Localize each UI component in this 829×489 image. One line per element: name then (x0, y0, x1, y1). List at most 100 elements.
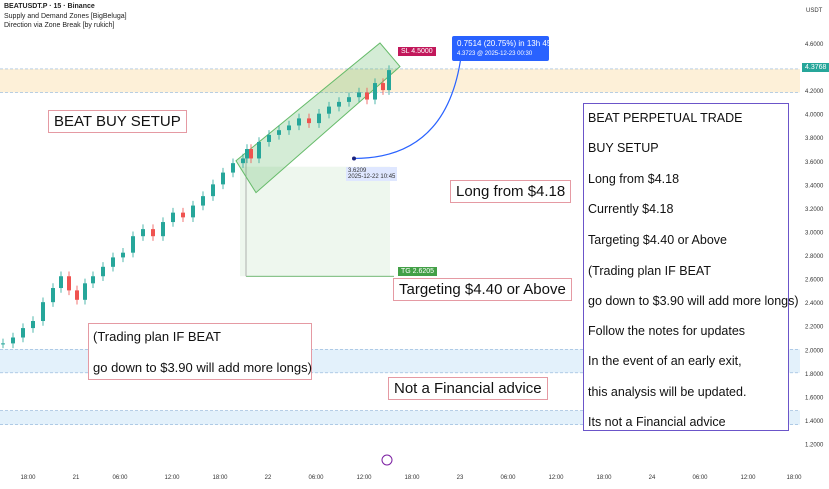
measure-tooltip: 0.7514 (20.75%) in 13h 45m 4.3723 @ 2025… (452, 36, 558, 61)
candle-body (211, 184, 215, 197)
candle-body (347, 97, 351, 102)
current-price-tag: 4.3768 (802, 63, 829, 72)
lightning-icon (381, 454, 393, 466)
candle-body (131, 236, 135, 253)
x-tick-label: 21 (73, 475, 80, 481)
candle-body (249, 149, 253, 159)
x-tick-label: 06:00 (692, 475, 708, 481)
y-tick-label: 4.2000 (805, 89, 824, 95)
trading-plan-line-2: go down to $3.90 will add more longs) (93, 360, 312, 375)
candle-body (381, 83, 385, 91)
candle-body (337, 101, 341, 107)
candle-body (1, 343, 5, 345)
candle-body (191, 205, 195, 218)
note-line-4: Currently $4.18 (588, 202, 674, 216)
candle-body (11, 337, 15, 344)
candle-body (365, 92, 369, 100)
candle-body (141, 229, 145, 237)
candle-body (357, 92, 361, 98)
measure-time: 4.3723 @ 2025-12-23 00:30 (457, 51, 533, 57)
candle-body (241, 158, 245, 164)
note-line-10: this analysis will be updated. (588, 385, 747, 399)
supply-zone (0, 68, 800, 93)
candle-body (267, 134, 271, 142)
candle-body (171, 212, 175, 223)
x-tick-label: 06:00 (112, 475, 128, 481)
stop-loss-tag: SL 4.5000 (398, 47, 436, 56)
not-financial-advice-label[interactable]: Not a Financial advice (388, 377, 548, 400)
candle-body (387, 70, 391, 91)
y-tick-label: 2.4000 (805, 301, 824, 307)
candle-body (161, 222, 165, 237)
candle-body (21, 328, 25, 338)
candle-body (245, 149, 249, 159)
x-tick-label: 18:00 (404, 475, 420, 481)
y-tick-label: 1.6000 (805, 395, 824, 401)
symbol-title[interactable]: BEATUSDT.P · 15 · Binance (4, 3, 95, 10)
y-tick-label: 3.8000 (805, 136, 824, 142)
candle-body (51, 288, 55, 303)
note-line-8: Follow the notes for updates (588, 324, 746, 338)
note-line-2: BUY SETUP (588, 141, 659, 155)
note-line-7: go down to $3.90 will add more longs) (588, 294, 799, 308)
x-tick-label: 22 (265, 475, 272, 481)
y-tick-label: 3.4000 (805, 183, 824, 189)
y-tick-label: 2.2000 (805, 325, 824, 331)
x-tick-label: 18:00 (596, 475, 612, 481)
y-tick-label: 1.2000 (805, 443, 824, 449)
x-tick-label: 06:00 (500, 475, 516, 481)
x-tick-label: 12:00 (740, 475, 756, 481)
candle-body (307, 118, 311, 124)
y-tick-label: 4.6000 (805, 42, 824, 48)
candle-body (221, 172, 225, 185)
long-from-label[interactable]: Long from $4.18 (450, 180, 572, 203)
candle-body (277, 130, 281, 135)
candle-body (111, 257, 115, 267)
targeting-label[interactable]: Targeting $4.40 or Above (393, 278, 572, 301)
y-tick-label: 4.0000 (805, 113, 824, 119)
currency-label: USDT (806, 8, 823, 14)
indicator-supply-demand[interactable]: Supply and Demand Zones [BigBeluga] (4, 13, 127, 20)
y-tick-label: 3.6000 (805, 160, 824, 166)
candle-body (151, 229, 155, 237)
candle-body (231, 163, 235, 173)
candle-body (67, 276, 71, 291)
measure-change: 0.7514 (20.75%) in 13h 45m (457, 39, 558, 48)
target-tag: TG 2.6205 (398, 267, 438, 276)
x-tick-label: 12:00 (164, 475, 180, 481)
low-point-price: 3.6209 (348, 168, 367, 174)
x-tick-label: 18:00 (786, 475, 802, 481)
note-line-11: Its not a Financial advice (588, 415, 726, 429)
y-tick-label: 2.6000 (805, 278, 824, 284)
candle-body (287, 125, 291, 131)
note-line-5: Targeting $4.40 or Above (588, 233, 727, 247)
candle-body (181, 212, 185, 218)
y-tick-label: 1.4000 (805, 419, 824, 425)
y-tick-label: 3.0000 (805, 230, 824, 236)
x-tick-label: 12:00 (548, 475, 564, 481)
measure-start-dot (352, 156, 356, 161)
low-point-label: 3.6209 2025-12-22 10:45 (346, 167, 398, 181)
candle-body (257, 141, 261, 159)
low-point-time: 2025-12-22 10:45 (348, 174, 396, 180)
candle-body (121, 252, 125, 258)
note-line-9: In the event of an early exit, (588, 354, 742, 368)
candle-body (91, 276, 95, 284)
y-tick-label: 2.8000 (805, 254, 824, 260)
beat-buy-setup-label[interactable]: BEAT BUY SETUP (48, 110, 187, 133)
y-tick-label: 1.8000 (805, 372, 824, 378)
note-line-1: BEAT PERPETUAL TRADE (588, 111, 743, 125)
x-tick-label: 23 (457, 475, 464, 481)
candle-body (59, 276, 63, 289)
trading-plan-box[interactable]: (Trading plan IF BEAT go down to $3.90 w… (88, 323, 312, 380)
x-tick-label: 24 (649, 475, 656, 481)
candle-body (373, 83, 377, 100)
candle-body (317, 113, 321, 124)
y-tick-label: 3.2000 (805, 207, 824, 213)
x-tick-label: 12:00 (356, 475, 372, 481)
candle-body (327, 106, 331, 114)
notes-panel[interactable]: BEAT PERPETUAL TRADE BUY SETUP Long from… (583, 103, 799, 431)
indicator-zone-break[interactable]: Direction via Zone Break [by rukich] (4, 22, 115, 29)
measure-arc (353, 48, 463, 160)
x-tick-label: 06:00 (308, 475, 324, 481)
